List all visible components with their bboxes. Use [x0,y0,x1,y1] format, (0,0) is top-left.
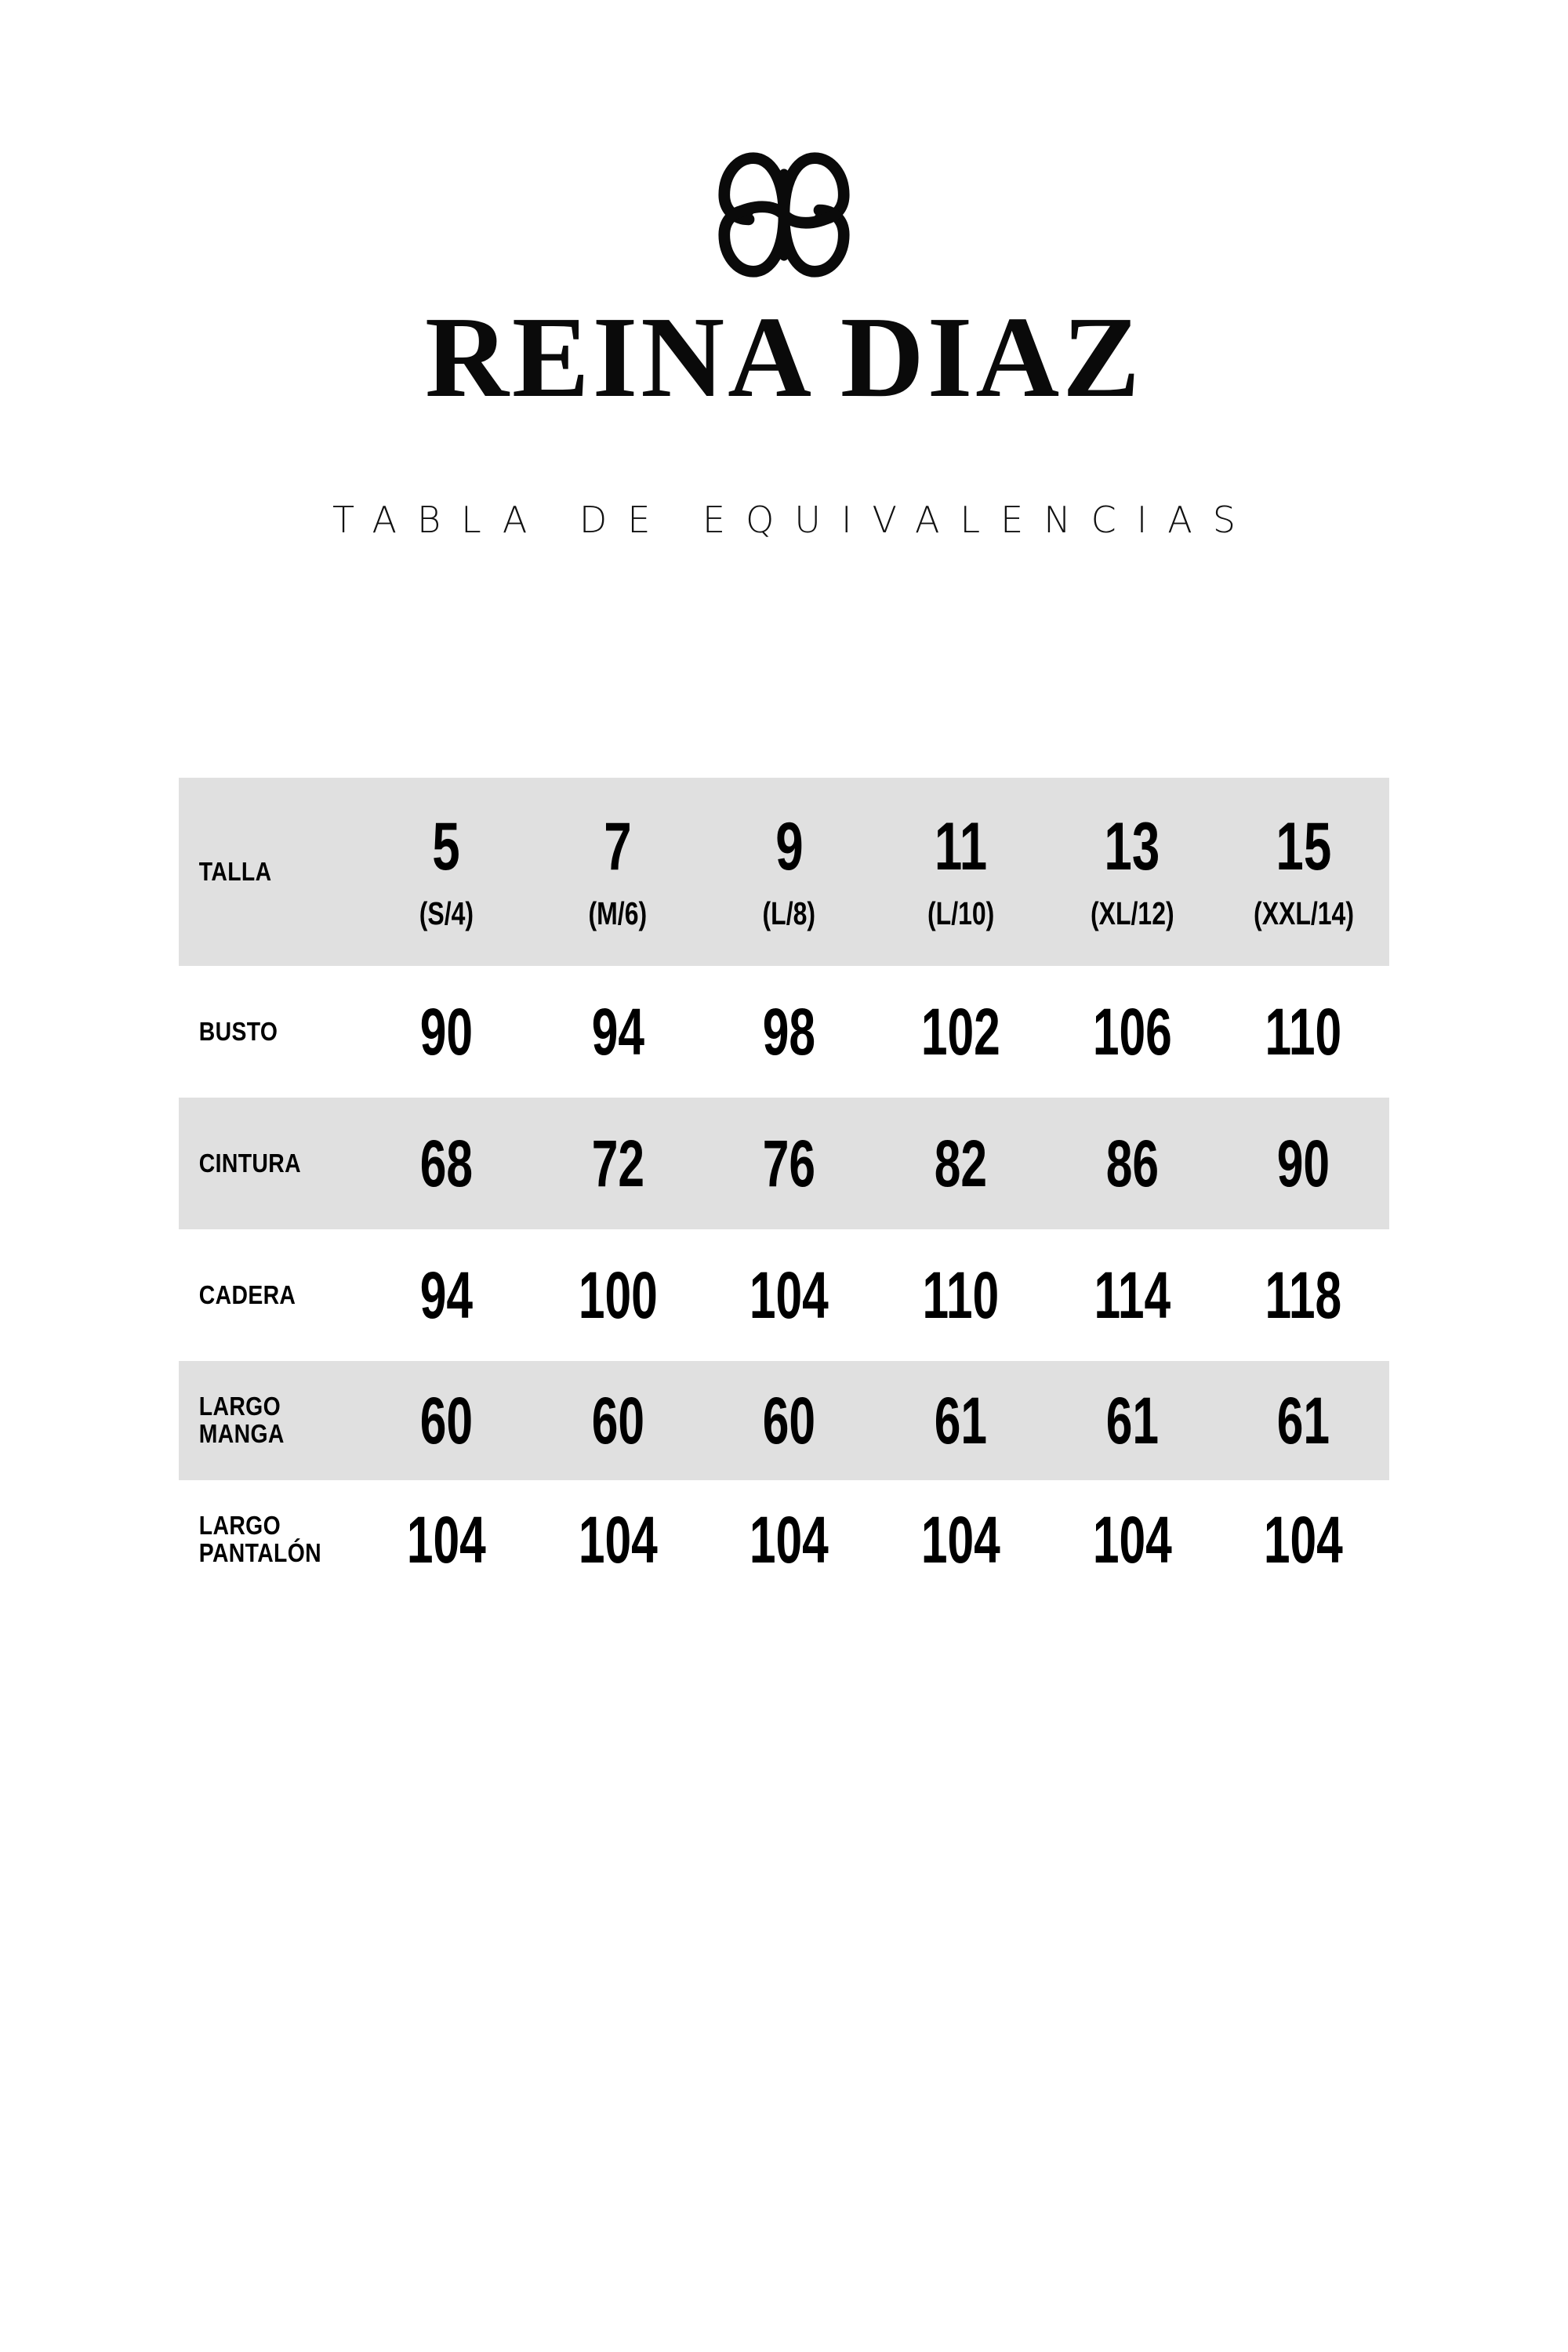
measurement-value: 106 [1092,995,1172,1069]
measurement-value: 110 [1265,995,1342,1069]
size-equivalent: (M/6) [588,895,648,931]
size-equivalence-table: TALLA 5 (S/4) 7 (M/6) 9 (L/8) 11 (L/10) 13 (XL/12)… [179,778,1389,1599]
measurement-label: LARGO MANGA [198,1392,285,1448]
size-number: 13 [1104,809,1160,885]
measurement-value: 104 [578,1503,658,1577]
table-row: CINTURA 68 72 76 82 86 90 [179,1098,1389,1229]
measurement-value: 102 [920,995,1000,1069]
page-title: TABLA DE EQUIVALENCIAS [332,499,1256,541]
measurement-value: 98 [763,995,816,1069]
table-row: LARGO PANTALÓN 104 104 104 104 104 104 [179,1480,1389,1599]
measurement-value: 68 [419,1127,473,1200]
measurement-value: 104 [920,1503,1000,1577]
measurement-cells: 90 94 98 102 106 110 [361,966,1389,1098]
measurement-value: 60 [763,1384,816,1457]
table-header-row: TALLA 5 (S/4) 7 (M/6) 9 (L/8) 11 (L/10) 13 (XL/12)… [179,778,1389,966]
measurement-value: 76 [763,1127,816,1200]
size-header-cell: 9 (L/8) [703,778,875,966]
measurement-value: 72 [591,1127,644,1200]
measurement-value: 90 [1277,1127,1330,1200]
measurement-value: 61 [934,1384,987,1457]
measurement-value: 61 [1105,1384,1159,1457]
measurement-value: 60 [419,1384,473,1457]
size-header-cell: 5 (S/4) [361,778,532,966]
table-header-cells: 5 (S/4) 7 (M/6) 9 (L/8) 11 (L/10) 13 (XL/12) 15 (XX… [361,778,1389,966]
measurement-label: LARGO PANTALÓN [198,1511,321,1567]
measurement-value: 61 [1277,1384,1330,1457]
measurement-label: CADERA [198,1279,296,1309]
size-number: 7 [604,809,632,885]
measurement-label: CINTURA [198,1148,301,1178]
size-number: 15 [1276,809,1332,885]
measurement-cells: 104 104 104 104 104 104 [361,1480,1389,1599]
measurement-value: 110 [922,1258,1000,1332]
size-number: 9 [775,809,804,885]
brand-name: REINA DIAZ [425,293,1143,422]
size-header-cell: 15 (XXL/14) [1218,778,1389,966]
measurement-value: 104 [750,1258,829,1332]
measurement-value: 90 [419,995,473,1069]
measurement-value: 94 [591,995,644,1069]
size-equivalent: (S/4) [419,895,474,931]
size-number: 11 [934,809,987,885]
measurement-value: 60 [591,1384,644,1457]
measurement-value: 104 [1264,1503,1344,1577]
measurement-value: 104 [406,1503,486,1577]
size-equivalent: (XL/12) [1090,895,1174,931]
table-row: LARGO MANGA 60 60 60 61 61 61 [179,1361,1389,1480]
measurement-label: BUSTO [198,1016,278,1046]
size-equivalent: (L/8) [762,895,816,931]
size-equivalent: (XXL/14) [1253,895,1354,931]
brand-header: REINA DIAZ [0,0,1568,416]
measurement-cells: 60 60 60 61 61 61 [361,1361,1389,1480]
measurement-value: 94 [419,1258,473,1332]
measurement-value: 104 [750,1503,829,1577]
table-header-label: TALLA [198,856,272,886]
size-equivalent: (L/10) [927,895,995,931]
measurement-cells: 68 72 76 82 86 90 [361,1098,1389,1229]
size-number: 5 [432,809,461,885]
measurement-value: 114 [1094,1258,1171,1332]
measurement-value: 82 [934,1127,987,1200]
measurement-value: 86 [1105,1127,1159,1200]
table-row: BUSTO 90 94 98 102 106 110 [179,966,1389,1098]
table-row: CADERA 94 100 104 110 114 118 [179,1229,1389,1361]
size-header-cell: 7 (M/6) [532,778,704,966]
measurement-cells: 94 100 104 110 114 118 [361,1229,1389,1361]
measurement-value: 118 [1265,1258,1342,1332]
measurement-value: 104 [1092,1503,1172,1577]
measurement-value: 100 [578,1258,658,1332]
size-header-cell: 11 (L/10) [875,778,1047,966]
clover-knot-logo-icon [718,152,850,278]
size-header-cell: 13 (XL/12) [1047,778,1218,966]
